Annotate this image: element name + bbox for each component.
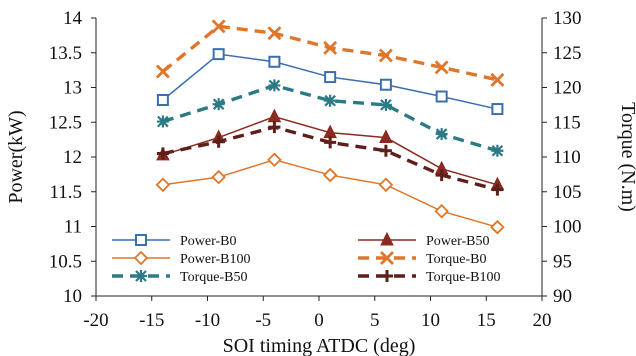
data-point: [211, 169, 226, 185]
series-layer: [155, 19, 505, 235]
x-tick-label: -15: [139, 310, 164, 331]
legend-label: Torque-B0: [426, 252, 486, 267]
y-tick-label: 10: [63, 286, 82, 307]
series-power-b100: [155, 152, 505, 235]
y-tick-label: 10.5: [49, 251, 82, 272]
data-point: [490, 72, 505, 87]
y-tick-label: 11.5: [49, 182, 82, 203]
data-point: [490, 219, 505, 235]
y2-tick-label: 100: [553, 217, 582, 238]
data-point: [212, 98, 225, 111]
data-point: [322, 167, 338, 183]
data-point: [491, 183, 504, 196]
legend-label: Torque-B50: [180, 270, 247, 285]
data-point: [435, 90, 448, 103]
x-tick-label: 0: [314, 310, 324, 331]
data-point: [435, 128, 448, 141]
y2-tick-label: 125: [553, 43, 582, 64]
legend-label: Power-B50: [426, 234, 490, 249]
y2-tick-label: 90: [553, 286, 572, 307]
data-point: [324, 71, 337, 84]
data-point: [156, 94, 169, 107]
series-torque-b50: [156, 79, 504, 157]
legend-label: Power-B0: [180, 234, 237, 249]
y-tick-label: 14: [63, 8, 83, 29]
y2-axis-title: Torque (N.m): [617, 102, 636, 212]
data-point: [268, 79, 281, 92]
data-point: [378, 48, 393, 63]
y-tick-label: 11: [64, 217, 82, 238]
x-tick-label: 15: [477, 310, 496, 331]
data-point: [434, 60, 449, 75]
y-tick-label: 13.5: [49, 43, 82, 64]
legend-entry: Power-B100: [112, 250, 251, 267]
x-tick-label: -5: [255, 310, 271, 331]
x-tick-label: -20: [83, 310, 108, 331]
data-point: [324, 136, 337, 149]
series-power-b0: [156, 48, 504, 116]
data-point: [379, 144, 392, 157]
data-point: [155, 64, 170, 79]
data-point: [378, 177, 394, 193]
x-tick-label: 5: [370, 310, 380, 331]
y-tick-label: 13: [63, 78, 82, 99]
data-point: [156, 115, 169, 128]
data-point: [212, 135, 225, 148]
legend-entry: Power-B50: [358, 231, 490, 249]
legend: Power-B0 Power-B50 Power-B100 Torque-B0 Torq…: [112, 231, 500, 285]
y2-tick-label: 115: [553, 112, 581, 133]
y-axis-title: Power(kW): [5, 110, 27, 203]
y2-tick-label: 95: [553, 251, 572, 272]
x-tick-label: 20: [533, 310, 552, 331]
legend-marker: [380, 231, 394, 246]
y2-tick-label: 105: [553, 182, 582, 203]
data-point: [379, 78, 392, 91]
series-torque-b0: [155, 19, 505, 87]
data-point: [435, 169, 448, 182]
x-tick-label: -10: [195, 310, 220, 331]
x-axis-title: SOI timing ATDC (deg): [223, 335, 416, 356]
y-tick-label: 12: [63, 147, 82, 168]
y2-tick-label: 120: [553, 78, 582, 99]
legend-entry: Power-B0: [112, 234, 237, 249]
legend-marker: [133, 250, 149, 266]
legend-entry: Torque-B0: [358, 251, 486, 267]
data-point: [155, 177, 171, 193]
data-point: [491, 144, 504, 157]
data-point: [268, 121, 281, 134]
y2-tick-label: 110: [553, 147, 581, 168]
data-point: [323, 40, 338, 55]
data-point: [212, 48, 225, 61]
y-tick-label: 12.5: [49, 112, 82, 133]
series-torque-b100: [156, 121, 504, 196]
data-point: [491, 103, 504, 116]
data-point: [268, 55, 281, 68]
data-point: [211, 19, 226, 34]
data-point: [379, 129, 393, 144]
legend-marker: [135, 270, 147, 282]
legend-entry: Torque-B50: [112, 270, 247, 285]
data-point: [156, 147, 169, 160]
data-point: [267, 108, 282, 123]
legend-marker: [135, 234, 147, 246]
data-point: [324, 94, 337, 107]
data-point: [434, 203, 449, 219]
x-tick-label: 10: [421, 310, 440, 331]
legend-label: Power-B100: [180, 252, 251, 267]
ticks-layer: -20 -15 -10 -5 0 5 10 15 20 10 10.5 11 11.5 12 12.5 13 1…: [49, 8, 582, 331]
legend-entry: Torque-B100: [358, 270, 500, 285]
y2-tick-label: 130: [553, 8, 582, 29]
data-point: [379, 98, 392, 111]
legend-marker: [380, 251, 394, 265]
data-point: [267, 26, 282, 41]
legend-marker: [381, 270, 393, 282]
legend-label: Torque-B100: [426, 270, 500, 285]
data-point: [267, 152, 282, 168]
